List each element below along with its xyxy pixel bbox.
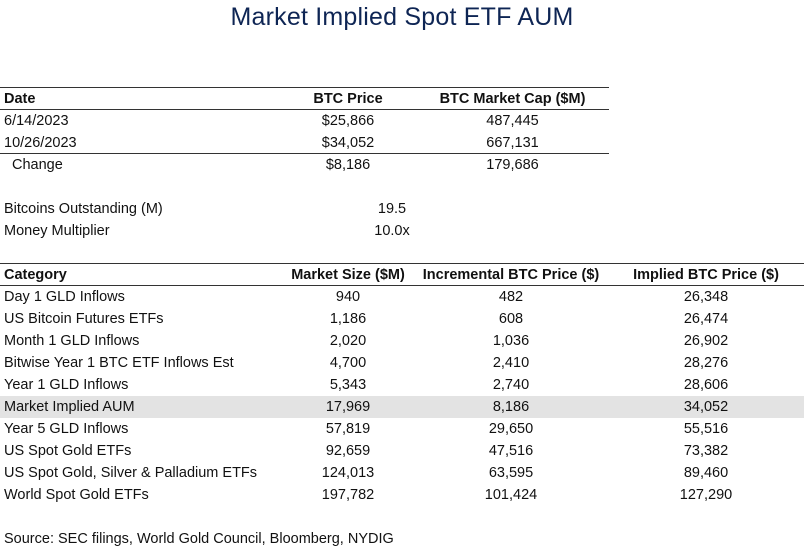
money-multiplier-label: Money Multiplier <box>4 223 110 239</box>
market-size-cell: 1,186 <box>329 311 367 327</box>
incremental-cell: 482 <box>498 289 524 305</box>
implied-cell: 89,460 <box>683 465 729 481</box>
category-cell: Day 1 GLD Inflows <box>4 289 125 305</box>
highlighted-row-market-implied-aum: Market Implied AUM 17,969 8,186 34,052 <box>0 396 804 418</box>
assumption-row: Money Multiplier 10.0x <box>0 220 609 242</box>
table-top-rule <box>0 263 804 264</box>
incremental-cell: 2,740 <box>492 377 530 393</box>
implied-cell: 26,902 <box>683 333 729 349</box>
table-row: Year 5 GLD Inflows 57,819 29,650 55,516 <box>0 418 804 440</box>
implied-cell: 26,474 <box>683 311 729 327</box>
category-cell: US Spot Gold ETFs <box>4 443 132 459</box>
market-size-cell: 17,969 <box>325 399 371 415</box>
market-cap-cell: 487,445 <box>486 113 539 129</box>
table-row: US Bitcoin Futures ETFs 1,186 608 26,474 <box>0 308 804 330</box>
market-size-cell: 57,819 <box>325 421 371 437</box>
change-rule <box>0 153 609 154</box>
column-header-market-size: Market Size ($M) <box>291 267 405 283</box>
implied-cell: 26,348 <box>683 289 729 305</box>
table-top-rule <box>0 87 609 88</box>
table-row: Year 1 GLD Inflows 5,343 2,740 28,606 <box>0 374 804 396</box>
category-cell: World Spot Gold ETFs <box>4 487 149 503</box>
table-row: Month 1 GLD Inflows 2,020 1,036 26,902 <box>0 330 804 352</box>
assumption-row: Bitcoins Outstanding (M) 19.5 <box>0 198 609 220</box>
market-size-cell: 124,013 <box>321 465 375 481</box>
price-cell: $34,052 <box>321 135 375 151</box>
incremental-cell: 47,516 <box>488 443 534 459</box>
bitcoins-outstanding-label: Bitcoins Outstanding (M) <box>4 201 163 217</box>
market-cap-change-cell: 179,686 <box>486 157 539 173</box>
market-size-cell: 2,020 <box>329 333 367 349</box>
table-row: US Spot Gold ETFs 92,659 47,516 73,382 <box>0 440 804 462</box>
change-label: Change <box>12 157 63 173</box>
implied-cell: 28,606 <box>683 377 729 393</box>
table-row: 6/14/2023 $25,866 487,445 <box>0 110 609 132</box>
incremental-cell: 2,410 <box>492 355 530 371</box>
incremental-cell: 29,650 <box>488 421 534 437</box>
column-header-btc-price: BTC Price <box>313 91 383 107</box>
column-header-btc-market-cap: BTC Market Cap ($M) <box>439 91 586 107</box>
market-cap-cell: 667,131 <box>486 135 539 151</box>
implied-cell: 127,290 <box>679 487 733 503</box>
category-cell: Market Implied AUM <box>4 399 135 415</box>
market-size-cell: 92,659 <box>325 443 371 459</box>
market-size-cell: 940 <box>335 289 361 305</box>
price-cell: $25,866 <box>321 113 375 129</box>
implied-cell: 34,052 <box>683 399 729 415</box>
market-size-cell: 4,700 <box>329 355 367 371</box>
btc-table-header: Date BTC Price BTC Market Cap ($M) <box>0 88 609 110</box>
column-header-date: Date <box>4 91 36 107</box>
date-cell: 6/14/2023 <box>4 113 69 129</box>
column-header-category: Category <box>4 267 67 283</box>
page-title: Market Implied Spot ETF AUM <box>230 3 574 31</box>
date-cell: 10/26/2023 <box>4 135 77 151</box>
money-multiplier-value: 10.0x <box>374 223 410 239</box>
category-cell: US Bitcoin Futures ETFs <box>4 311 164 327</box>
bitcoins-outstanding-value: 19.5 <box>377 201 407 217</box>
table-row: US Spot Gold, Silver & Palladium ETFs 12… <box>0 462 804 484</box>
category-cell: Month 1 GLD Inflows <box>4 333 140 349</box>
category-cell: US Spot Gold, Silver & Palladium ETFs <box>4 465 258 481</box>
category-cell: Year 1 GLD Inflows <box>4 377 129 393</box>
incremental-cell: 8,186 <box>492 399 530 415</box>
price-change-cell: $8,186 <box>325 157 371 173</box>
incremental-cell: 101,424 <box>484 487 538 503</box>
category-table-header: Category Market Size ($M) Incremental BT… <box>0 264 804 286</box>
incremental-cell: 63,595 <box>488 465 534 481</box>
table-row: Bitwise Year 1 BTC ETF Inflows Est 4,700… <box>0 352 804 374</box>
category-cell: Bitwise Year 1 BTC ETF Inflows Est <box>4 355 234 371</box>
implied-cell: 73,382 <box>683 443 729 459</box>
header-rule <box>0 109 609 110</box>
table-row: World Spot Gold ETFs 197,782 101,424 127… <box>0 484 804 506</box>
incremental-cell: 1,036 <box>492 333 530 349</box>
category-cell: Year 5 GLD Inflows <box>4 421 129 437</box>
column-header-implied-btc-price: Implied BTC Price ($) <box>633 267 779 283</box>
implied-cell: 55,516 <box>683 421 729 437</box>
column-header-incremental-btc-price: Incremental BTC Price ($) <box>422 267 600 283</box>
implied-cell: 28,276 <box>683 355 729 371</box>
source-note: Source: SEC filings, World Gold Council,… <box>4 531 394 547</box>
change-row: Change $8,186 179,686 <box>0 154 609 176</box>
table-row: Day 1 GLD Inflows 940 482 26,348 <box>0 286 804 308</box>
incremental-cell: 608 <box>498 311 524 327</box>
table-row: 10/26/2023 $34,052 667,131 <box>0 132 609 154</box>
market-size-cell: 5,343 <box>329 377 367 393</box>
market-size-cell: 197,782 <box>321 487 375 503</box>
header-rule <box>0 285 804 286</box>
